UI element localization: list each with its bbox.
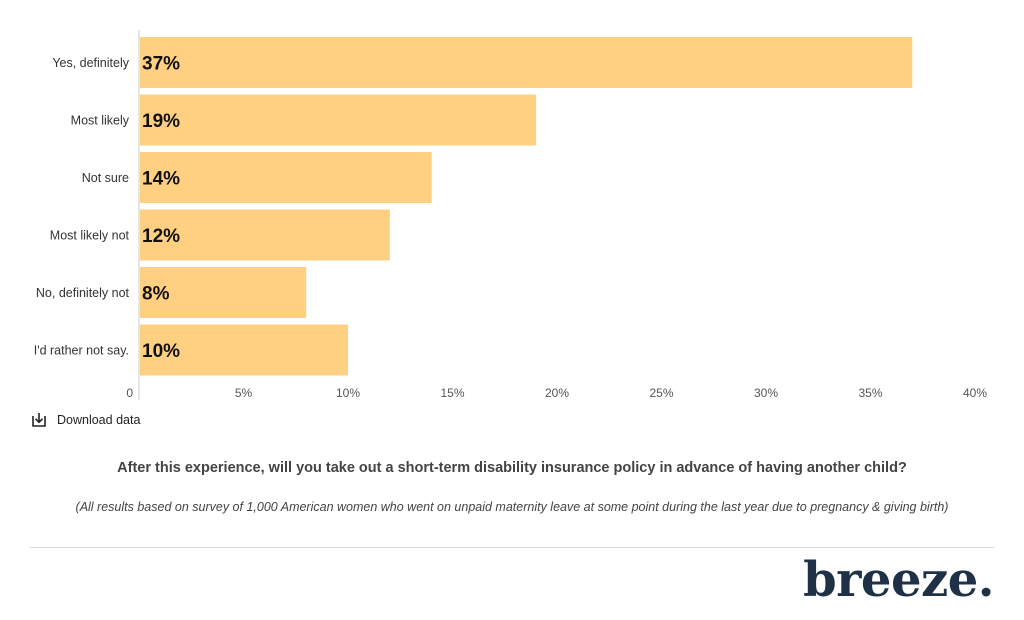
bar — [140, 152, 432, 203]
data-label: 37% — [142, 54, 180, 75]
bar — [140, 267, 307, 318]
x-tick-label: 35% — [858, 386, 882, 400]
x-tick-label: 10% — [336, 386, 360, 400]
category-label: I'd rather not say. — [34, 344, 129, 358]
data-label: 14% — [142, 169, 180, 190]
category-label: Yes, definitely — [52, 56, 129, 70]
download-label: Download data — [57, 413, 141, 427]
x-tick-label: 40% — [963, 386, 987, 400]
x-tick-label: 20% — [545, 386, 569, 400]
x-tick-label: 15% — [440, 386, 464, 400]
brand-logo: breeze. — [803, 552, 994, 608]
bar-chart: Yes, definitely Most likely Not sure Most l… — [34, 30, 987, 400]
data-labels: 37% 19% 14% 12% 8% 10% — [142, 54, 180, 363]
bar — [140, 94, 537, 146]
category-label: No, definitely not — [36, 286, 130, 300]
category-label: Most likely — [71, 114, 130, 128]
x-tick-label: 25% — [649, 386, 673, 400]
data-label: 8% — [142, 284, 170, 305]
x-tick-label: 30% — [754, 386, 778, 400]
download-icon — [30, 411, 48, 429]
category-label: Most likely not — [50, 229, 130, 243]
data-label: 10% — [142, 341, 180, 362]
category-label: Not sure — [82, 171, 129, 185]
download-data-button[interactable]: Download data — [30, 411, 140, 429]
x-tick-label: 5% — [235, 386, 253, 400]
x-axis-ticks: 0 5% 10% 15% 20% 25% 30% 35% 40% — [126, 386, 987, 400]
data-label: 19% — [142, 111, 180, 132]
divider — [30, 547, 994, 548]
bar — [140, 209, 390, 261]
chart-question: After this experience, will you take out… — [117, 460, 907, 476]
bar — [140, 37, 913, 88]
survey-note: (All results based on survey of 1,000 Am… — [75, 500, 949, 514]
bar — [140, 324, 348, 376]
x-tick-label: 0 — [126, 386, 133, 400]
bars-group — [140, 37, 913, 376]
category-labels: Yes, definitely Most likely Not sure Most l… — [34, 56, 130, 358]
data-label: 12% — [142, 226, 180, 247]
